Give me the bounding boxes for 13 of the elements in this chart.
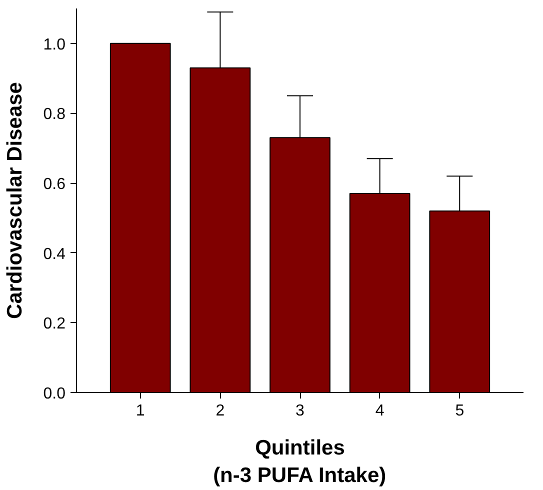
y-tick-label: 0.4 bbox=[43, 246, 66, 263]
y-tick-label: 0.6 bbox=[43, 176, 66, 194]
x-tick-label: 4 bbox=[375, 402, 384, 420]
y-axis-title: Cardiovascular Disease bbox=[3, 82, 26, 319]
y-tick-label: 0.0 bbox=[43, 386, 66, 402]
x-axis-title: Quintiles (n-3 PUFA Intake) bbox=[213, 436, 386, 488]
x-tick-label: 5 bbox=[455, 402, 464, 420]
y-tick-label: 0.8 bbox=[43, 106, 66, 124]
x-tick-label: 2 bbox=[216, 402, 225, 420]
y-tick-label: 0.2 bbox=[43, 316, 66, 333]
y-tick-label: 1.0 bbox=[43, 36, 66, 54]
x-tick-label: 1 bbox=[136, 402, 145, 420]
x-tick-label: 3 bbox=[296, 402, 305, 420]
